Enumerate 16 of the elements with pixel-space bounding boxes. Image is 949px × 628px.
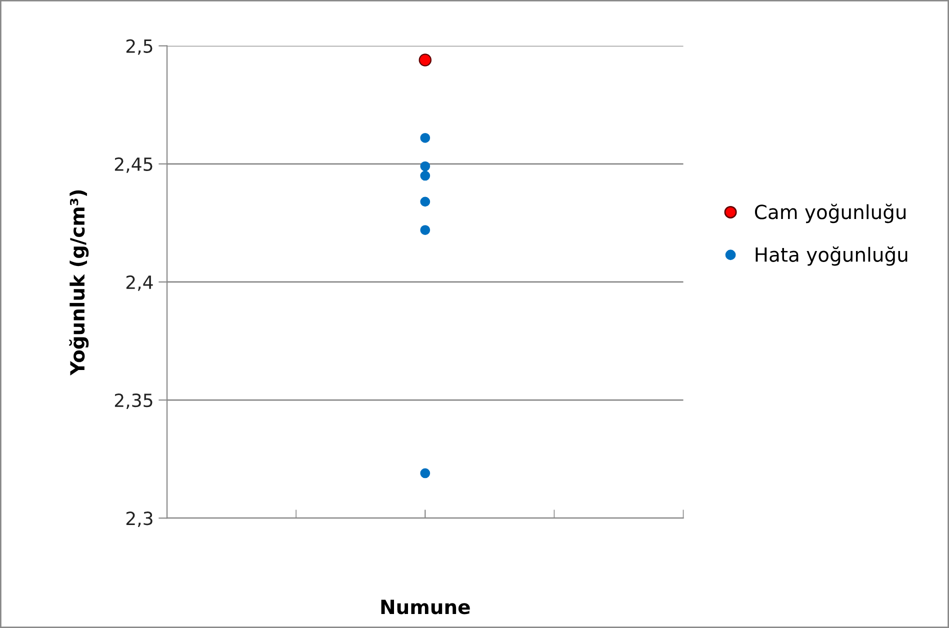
point: [418, 54, 432, 66]
y-tick-label: 2,3: [126, 512, 152, 528]
y-tick-label: 2,45: [114, 157, 152, 173]
x-axis-title: Numune: [381, 600, 470, 614]
point: [420, 225, 430, 235]
y-tick-label: 2,4: [126, 275, 153, 291]
point: [420, 161, 430, 172]
point: [420, 170, 430, 181]
y-tick-label: 2,5: [126, 39, 152, 55]
y-axis-title: Yoğunluk (g/cm³): [69, 190, 89, 376]
point: [420, 132, 430, 143]
legend-label: Cam yoğunluğu: [754, 204, 906, 224]
y-tick-label: 2,35: [114, 393, 152, 409]
legend-label: Hata yoğunluğu: [756, 246, 908, 266]
point: [420, 468, 430, 478]
point: [420, 196, 430, 207]
